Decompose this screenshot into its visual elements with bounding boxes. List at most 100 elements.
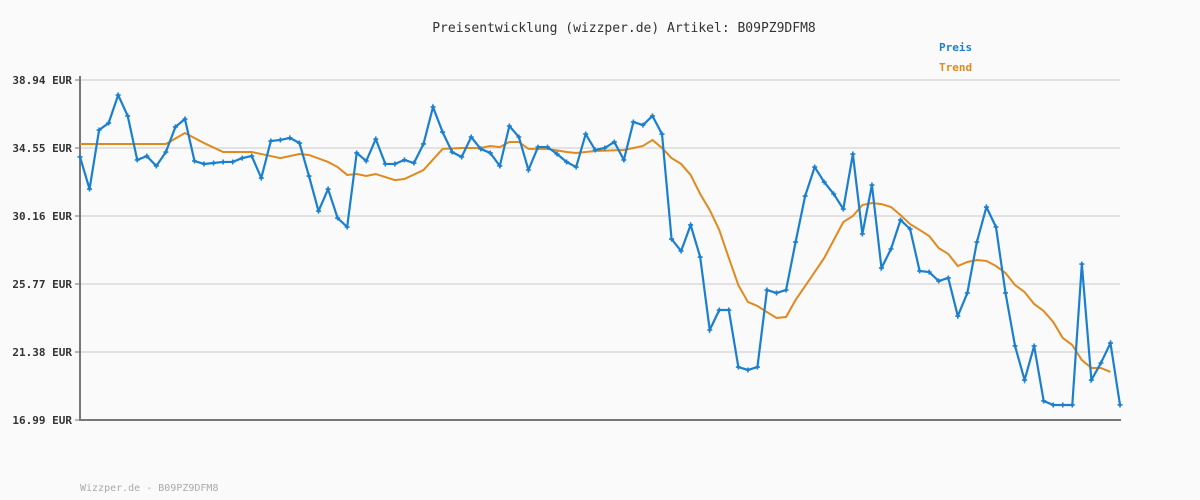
preis-point [115, 92, 121, 98]
preis-point [602, 145, 608, 151]
preis-point [382, 161, 388, 167]
preis-point [554, 151, 560, 157]
preis-point [144, 153, 150, 159]
preis-point [974, 239, 980, 245]
preis-point [592, 147, 598, 153]
preis-point [621, 157, 627, 163]
preis-point [77, 154, 83, 160]
preis-point [850, 151, 856, 157]
y-tick-label: 16.99 EUR [12, 414, 72, 427]
preis-point [430, 104, 436, 110]
y-tick-label: 25.77 EUR [12, 278, 72, 291]
preis-point [478, 146, 484, 152]
preis-point [373, 136, 379, 142]
preis-point [726, 307, 732, 313]
preis-point [1107, 340, 1113, 346]
preis-point [506, 123, 512, 129]
preis-point [201, 161, 207, 167]
preis-point [669, 236, 675, 242]
preis-point [697, 254, 703, 260]
preis-point [163, 149, 169, 155]
preis-point [277, 137, 283, 143]
preis-point [1012, 343, 1018, 349]
preis-point [926, 269, 932, 275]
preis-point [401, 157, 407, 163]
preis-point [306, 173, 312, 179]
preis-point [230, 159, 236, 165]
preis-point [1031, 343, 1037, 349]
preis-line [78, 92, 1122, 407]
preis-point [354, 150, 360, 156]
preis-point [325, 186, 331, 192]
preis-point [191, 158, 197, 164]
preis-point [106, 120, 112, 126]
legend-preis: Preis [939, 41, 972, 54]
preis-point [859, 231, 865, 237]
preis-point [220, 159, 226, 165]
preis-point [573, 164, 579, 170]
preis-point [211, 160, 217, 166]
preis-point [1050, 402, 1056, 408]
preis-point [955, 313, 961, 319]
preis-point [907, 226, 913, 232]
preis-point [802, 193, 808, 199]
preis-point [707, 327, 713, 333]
preis-point [869, 182, 875, 188]
preis-point [583, 131, 589, 137]
preis-point [611, 139, 617, 145]
preis-point [678, 248, 684, 254]
preis-point [1117, 402, 1123, 408]
preis-point [335, 215, 341, 221]
preis-point [983, 204, 989, 210]
preis-point [1003, 290, 1008, 296]
preis-point [640, 122, 646, 128]
preis-point [812, 164, 818, 170]
preis-point [1098, 360, 1104, 366]
y-tick-label: 34.55 EUR [12, 142, 72, 155]
y-axis-ticks: 38.94 EUR 34.55 EUR 30.16 EUR 25.77 EUR 21.3… [12, 74, 80, 427]
preis-point [564, 159, 570, 165]
preis-point [821, 179, 827, 185]
preis-point [917, 268, 923, 274]
preis-point [516, 134, 522, 140]
preis-point [764, 287, 770, 293]
preis-point [487, 150, 493, 156]
series-layer [77, 92, 1123, 408]
preis-point [649, 113, 655, 119]
preis-point [449, 149, 455, 155]
preis-point [1088, 377, 1094, 383]
preis-point [754, 364, 760, 370]
preis-point [716, 307, 722, 313]
preis-point [630, 119, 636, 125]
preis-point [525, 167, 531, 173]
grid [80, 79, 1120, 353]
preis-point [964, 290, 970, 296]
preis-point [172, 124, 178, 130]
chart-title: Preisentwicklung (wizzper.de) Artikel: B… [432, 21, 816, 36]
preis-point [1060, 402, 1066, 408]
preis-point [249, 153, 255, 159]
preis-point [153, 163, 159, 169]
preis-point [878, 265, 884, 271]
preis-point [87, 186, 93, 192]
footer-text: Wizzper.de - B09PZ9DFM8 [80, 483, 218, 494]
preis-point [774, 290, 780, 296]
preis-point [936, 278, 942, 284]
preis-point [831, 191, 837, 197]
preis-point [659, 131, 665, 137]
preis-point [239, 155, 245, 161]
preis-point [316, 208, 322, 214]
preis-point [411, 160, 417, 166]
preis-point [258, 175, 264, 181]
legend-trend: Trend [939, 61, 972, 74]
preis-point [545, 144, 551, 150]
preis-point [392, 161, 398, 167]
preis-point [296, 140, 302, 146]
preis-point [688, 222, 694, 228]
preis-point [945, 275, 951, 281]
preis-point [535, 144, 541, 150]
preis-point [420, 141, 426, 147]
preis-point [1022, 377, 1028, 383]
preis-point [344, 224, 350, 230]
